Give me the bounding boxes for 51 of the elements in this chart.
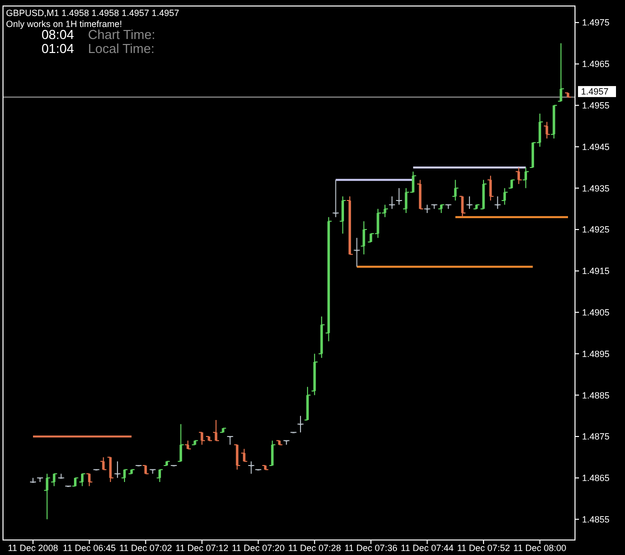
x-tick-label: 11 Dec 07:20 xyxy=(232,543,285,553)
annotation: 01:04 xyxy=(41,41,74,56)
y-tick-label: 1.4875 xyxy=(582,432,610,442)
candlestick xyxy=(353,237,360,268)
x-tick-label: 11 Dec 2008 xyxy=(8,543,58,553)
y-tick-label: 1.4895 xyxy=(582,348,610,359)
y-tick-label: 1.4945 xyxy=(582,142,610,152)
candlestick xyxy=(163,460,170,466)
x-tick-label: 11 Dec 07:44 xyxy=(400,543,454,553)
candlestick xyxy=(142,464,150,474)
y-tick-label: 1.4975 xyxy=(582,18,610,28)
candlestick xyxy=(72,477,79,487)
annotation: Local Time: xyxy=(88,41,154,56)
candlestick xyxy=(191,440,198,446)
x-tick-label: 11 Dec 07:12 xyxy=(176,543,228,553)
y-tick-label: 1.4865 xyxy=(582,473,610,484)
candlestick xyxy=(564,92,572,98)
ref-line-label: 1.4957 xyxy=(581,86,609,97)
annotation: Chart Time: xyxy=(88,27,156,42)
y-tick-label: 1.4915 xyxy=(582,266,610,276)
candlestick xyxy=(262,464,269,470)
candlestick xyxy=(149,469,156,474)
candlestick xyxy=(282,440,290,446)
candlestick xyxy=(184,440,192,450)
candlestick xyxy=(444,204,452,210)
candlestick xyxy=(220,428,227,433)
y-tick-label: 1.4905 xyxy=(582,307,610,318)
candlestick xyxy=(472,204,480,210)
candlestick xyxy=(128,469,136,474)
candlestick xyxy=(438,204,445,214)
chart-title: GBPUSD,M1 1.4958 1.4958 1.4957 1.4957 xyxy=(6,8,180,18)
y-tick-label: 1.4885 xyxy=(582,390,610,400)
candlestick xyxy=(508,179,516,189)
y-tick-label: 1.4925 xyxy=(582,224,610,235)
x-tick-label: 11 Dec 07:28 xyxy=(288,543,342,553)
y-tick-label: 1.4935 xyxy=(582,183,610,194)
x-tick-label: 11 Dec 08:00 xyxy=(513,543,566,553)
x-tick-label: 11 Dec 06:45 xyxy=(62,543,116,553)
y-tick-label: 1.4955 xyxy=(582,100,610,110)
candlestick xyxy=(226,436,234,446)
candlestick xyxy=(30,477,36,483)
y-tick-label: 1.4855 xyxy=(582,514,610,524)
x-tick-label: 11 Dec 07:36 xyxy=(344,543,398,553)
x-tick-label: 11 Dec 07:52 xyxy=(457,543,510,553)
candlestick xyxy=(276,440,283,446)
annotation: 08:04 xyxy=(41,27,74,42)
candlestick xyxy=(205,436,212,442)
x-tick-label: 11 Dec 07:02 xyxy=(119,543,172,553)
y-tick-label: 1.4965 xyxy=(582,59,610,70)
annotation: Only works on 1H timeframe! xyxy=(6,19,122,29)
candlestick xyxy=(430,204,438,210)
